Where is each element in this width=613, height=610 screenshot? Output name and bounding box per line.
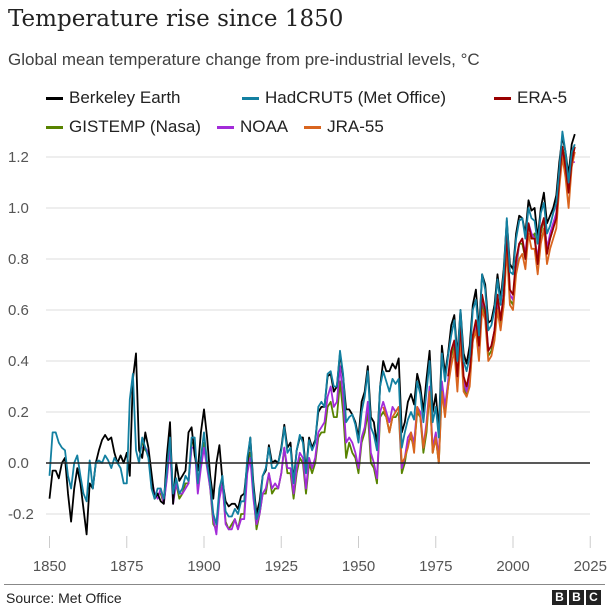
x-tick-label: 1950: [342, 558, 375, 575]
x-tick-label: 1850: [33, 558, 66, 575]
legend-label: Berkeley Earth: [69, 88, 181, 107]
legend-item-hadcrut5: HadCRUT5 (Met Office): [242, 88, 478, 108]
y-tick-label: -0.2: [8, 506, 34, 523]
y-tick-label: 0.6: [8, 302, 29, 319]
x-tick-label: 1975: [419, 558, 452, 575]
series-line-era-5: [447, 145, 576, 388]
x-tick-label: 1925: [265, 558, 298, 575]
y-tick-label: 0.2: [8, 404, 29, 421]
legend-row-2: GISTEMP (Nasa) NOAA JRA-55: [46, 117, 400, 137]
line-chart: -0.2 0.0 0.2 0.4 0.6 0.8 1.0 1.2 1850 1875 1900 192…: [8, 130, 607, 575]
legend-swatch: [304, 125, 322, 129]
footer-divider: [4, 584, 605, 585]
legend-item-berkeley: Berkeley Earth: [46, 88, 226, 108]
chart-title: Temperature rise since 1850: [8, 6, 344, 32]
x-tick-label: 1875: [110, 558, 143, 575]
series-line-jra-55: [382, 151, 576, 464]
legend-swatch: [46, 96, 63, 100]
y-tick-label: 1.0: [8, 200, 29, 217]
legend-item-jra55: JRA-55: [304, 117, 384, 137]
legend-label: GISTEMP (Nasa): [69, 117, 201, 136]
source-note: Source: Met Office: [6, 590, 122, 606]
legend-swatch: [216, 125, 234, 129]
legend-item-noaa: NOAA: [216, 117, 289, 137]
x-tick-label: 2025: [574, 558, 607, 575]
legend-label: HadCRUT5 (Met Office): [265, 88, 447, 107]
x-tick-label: 1900: [187, 558, 220, 575]
legend-swatch: [46, 125, 63, 129]
y-tick-label: 1.2: [8, 149, 29, 166]
legend-row-1: Berkeley Earth HadCRUT5 (Met Office) ERA…: [46, 88, 583, 108]
legend-label: ERA-5: [517, 88, 568, 107]
legend-label: JRA-55: [327, 117, 384, 136]
legend-swatch: [242, 96, 259, 100]
series-line-noaa: [142, 150, 575, 536]
y-tick-label: 0.4: [8, 353, 29, 370]
series-line-hadcrut5-met-office: [48, 130, 576, 526]
legend-label: NOAA: [239, 117, 289, 136]
legend-swatch: [494, 96, 511, 100]
y-tick-label: 0.8: [8, 251, 29, 268]
legend-item-era5: ERA-5: [494, 88, 567, 108]
chart-subtitle: Global mean temperature change from pre-…: [8, 50, 480, 69]
x-tick-label: 2000: [496, 558, 529, 575]
y-tick-label: 0.0: [8, 455, 29, 472]
legend-item-gistemp: GISTEMP (Nasa): [46, 117, 201, 137]
